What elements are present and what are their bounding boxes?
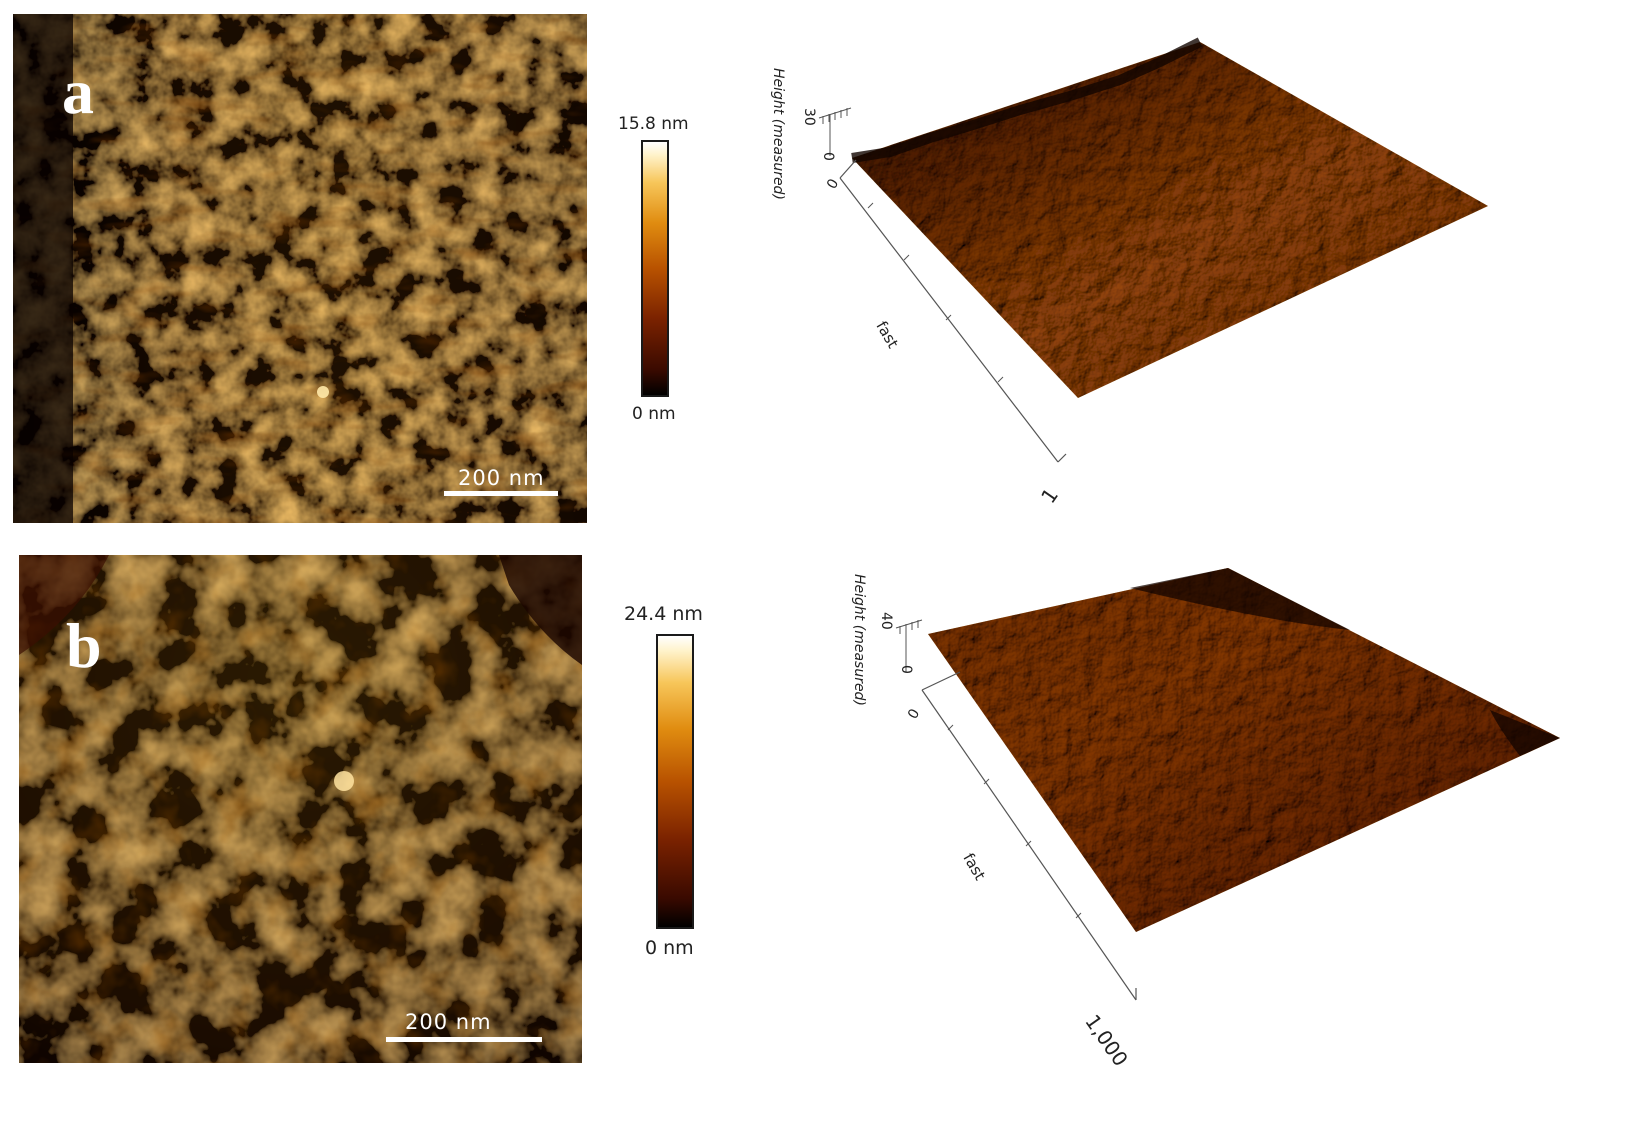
surface-z-zero-b: 0 bbox=[898, 665, 914, 674]
scalebar-label-a: 200 nm bbox=[458, 466, 545, 490]
surface-axis-title-b: Height (measured) bbox=[851, 574, 867, 706]
colorbar-min-label-a: 0 nm bbox=[632, 404, 676, 424]
colorbar-max-label-b: 24.4 nm bbox=[624, 603, 703, 625]
panel-label-a: a bbox=[62, 56, 94, 127]
afm-surface-3d-b bbox=[830, 560, 1590, 1060]
afm-image-b bbox=[19, 555, 582, 1063]
scalebar-line-a bbox=[444, 491, 558, 496]
afm-surface-3d-a bbox=[740, 30, 1520, 510]
surface-z-tick-a: 30 bbox=[801, 108, 817, 126]
colorbar-b bbox=[656, 634, 694, 929]
panel-label-b: b bbox=[66, 610, 102, 681]
surface-axis-title-a: Height (measured) bbox=[770, 68, 786, 200]
colorbar-min-label-b: 0 nm bbox=[645, 937, 694, 959]
colorbar-max-label-a: 15.8 nm bbox=[618, 114, 689, 134]
scalebar-label-b: 200 nm bbox=[405, 1010, 492, 1034]
scalebar-line-b bbox=[386, 1037, 542, 1042]
surface-z-tick-b: 40 bbox=[878, 612, 894, 630]
afm-image-a bbox=[13, 14, 587, 523]
surface-z-zero-a: 0 bbox=[820, 152, 836, 161]
colorbar-a bbox=[641, 140, 669, 397]
